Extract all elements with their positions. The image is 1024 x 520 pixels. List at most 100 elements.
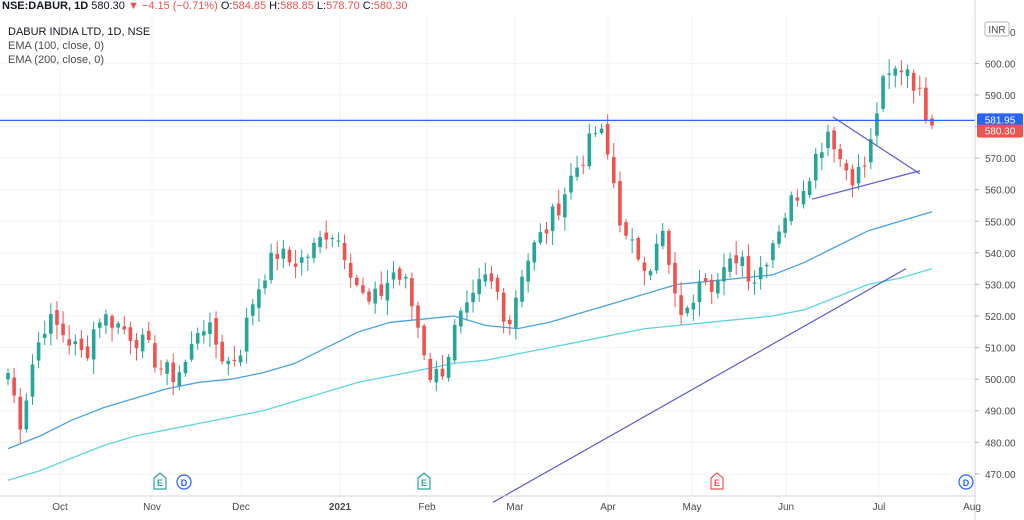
candle	[318, 230, 322, 254]
candle	[703, 273, 708, 286]
x-tick-label: Mar	[506, 502, 524, 513]
candle	[893, 65, 898, 88]
candle-body	[79, 338, 84, 351]
candle-body	[801, 191, 806, 205]
x-tick-label: Apr	[600, 502, 616, 513]
candles	[6, 59, 934, 443]
candle-body	[685, 307, 690, 314]
candle	[593, 126, 598, 137]
candle	[79, 330, 84, 358]
candle-body	[764, 264, 769, 267]
earnings-marker[interactable]: E	[710, 472, 724, 490]
candle-body	[208, 322, 212, 334]
candle	[569, 162, 573, 200]
candle-body	[171, 362, 176, 383]
candle-body	[385, 282, 390, 301]
earnings-marker[interactable]: E	[417, 472, 431, 490]
candle-body	[416, 305, 420, 328]
candle-body	[862, 165, 867, 167]
candle-body	[924, 87, 928, 121]
grid	[0, 16, 975, 496]
candle	[624, 219, 628, 240]
candle-body	[856, 166, 861, 184]
price-change: −4.15 (−0.71%)	[141, 0, 218, 12]
triangle-upper-line[interactable]	[832, 116, 921, 175]
candle-body	[55, 310, 59, 325]
candle-body	[526, 260, 530, 282]
price-label[interactable]: 580.30	[977, 124, 1023, 138]
candle-body	[91, 329, 96, 360]
candle	[336, 232, 341, 248]
candle-body	[104, 314, 108, 326]
candle-body	[660, 230, 665, 247]
candle	[581, 155, 586, 175]
candle-body	[342, 242, 347, 261]
triangle-lower-line[interactable]	[811, 170, 921, 200]
close-value: 580.30	[373, 0, 408, 12]
candle-body	[422, 325, 426, 356]
candle	[563, 187, 567, 231]
dividend-marker[interactable]: D	[958, 474, 974, 490]
candle	[91, 321, 96, 374]
price-axis[interactable]: 470.00 480.00 490.00 500.00 510.00 520.00 530.…	[974, 0, 1023, 520]
candle-body	[281, 248, 286, 259]
candle	[832, 126, 836, 163]
candle-body	[287, 249, 292, 263]
candle-body	[177, 372, 182, 386]
candle	[630, 228, 634, 254]
price-label[interactable]: 581.95	[977, 113, 1023, 127]
candle	[324, 220, 328, 250]
candle-body	[214, 318, 218, 345]
candle	[587, 123, 592, 170]
candle-body	[569, 175, 573, 193]
y-tick-label: 520.00	[985, 312, 1016, 323]
long-trendline[interactable]	[492, 268, 907, 503]
candle	[526, 253, 530, 293]
candle-body	[477, 279, 481, 295]
candle	[807, 177, 812, 199]
candle	[667, 228, 671, 274]
candle-body	[410, 278, 414, 307]
candle	[361, 277, 365, 295]
chart-title[interactable]: DABUR INDIA LTD, 1D, NSE	[8, 26, 151, 38]
ema-200-legend[interactable]: EMA (200, close, 0)	[8, 54, 104, 66]
price-label-text: 580.30	[985, 127, 1016, 138]
candle-body	[740, 256, 745, 266]
time-axis[interactable]: Oct Nov Dec 2021 Feb Mar Apr May Jun Jul Aug	[0, 495, 981, 513]
candle-body	[550, 206, 555, 231]
candle-body	[330, 237, 335, 240]
candle	[171, 353, 176, 396]
candle	[764, 262, 769, 279]
event-marker-label: D	[181, 478, 188, 488]
candle	[159, 360, 163, 376]
candle	[140, 328, 145, 359]
ema-100-legend[interactable]: EMA (100, close, 0)	[8, 40, 104, 52]
dividend-marker[interactable]: D	[176, 474, 192, 490]
candle	[856, 154, 861, 190]
candle-body	[275, 253, 280, 259]
low-label: L:	[316, 0, 327, 12]
candle-body	[116, 323, 120, 328]
earnings-marker[interactable]: E	[153, 472, 167, 490]
candle-body	[61, 323, 65, 336]
candle	[642, 256, 647, 286]
candle-body	[459, 310, 463, 327]
ema-100-line	[7, 211, 933, 450]
candle-body	[403, 276, 408, 279]
trend-lines[interactable]	[492, 116, 921, 503]
candle	[465, 290, 469, 321]
candle	[195, 327, 200, 350]
candle-body	[159, 368, 163, 370]
candle	[299, 249, 304, 276]
currency-badge[interactable]	[984, 21, 1010, 37]
candle	[869, 128, 873, 170]
candle-body	[501, 292, 506, 322]
candle-body	[820, 152, 824, 158]
candle	[287, 246, 292, 267]
candle	[55, 301, 59, 340]
candle-body	[734, 255, 738, 264]
candle	[73, 334, 78, 356]
candle	[281, 240, 286, 269]
